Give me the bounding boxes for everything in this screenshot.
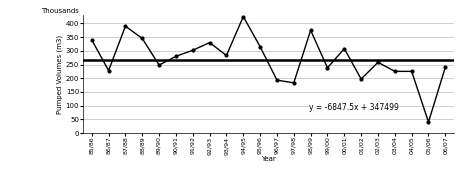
X-axis label: Year: Year bbox=[261, 156, 276, 162]
Text: y = -6847.5x + 347499: y = -6847.5x + 347499 bbox=[309, 103, 399, 112]
Y-axis label: Pumped Volumes (m3): Pumped Volumes (m3) bbox=[56, 35, 63, 114]
Text: Thousands: Thousands bbox=[41, 8, 79, 14]
